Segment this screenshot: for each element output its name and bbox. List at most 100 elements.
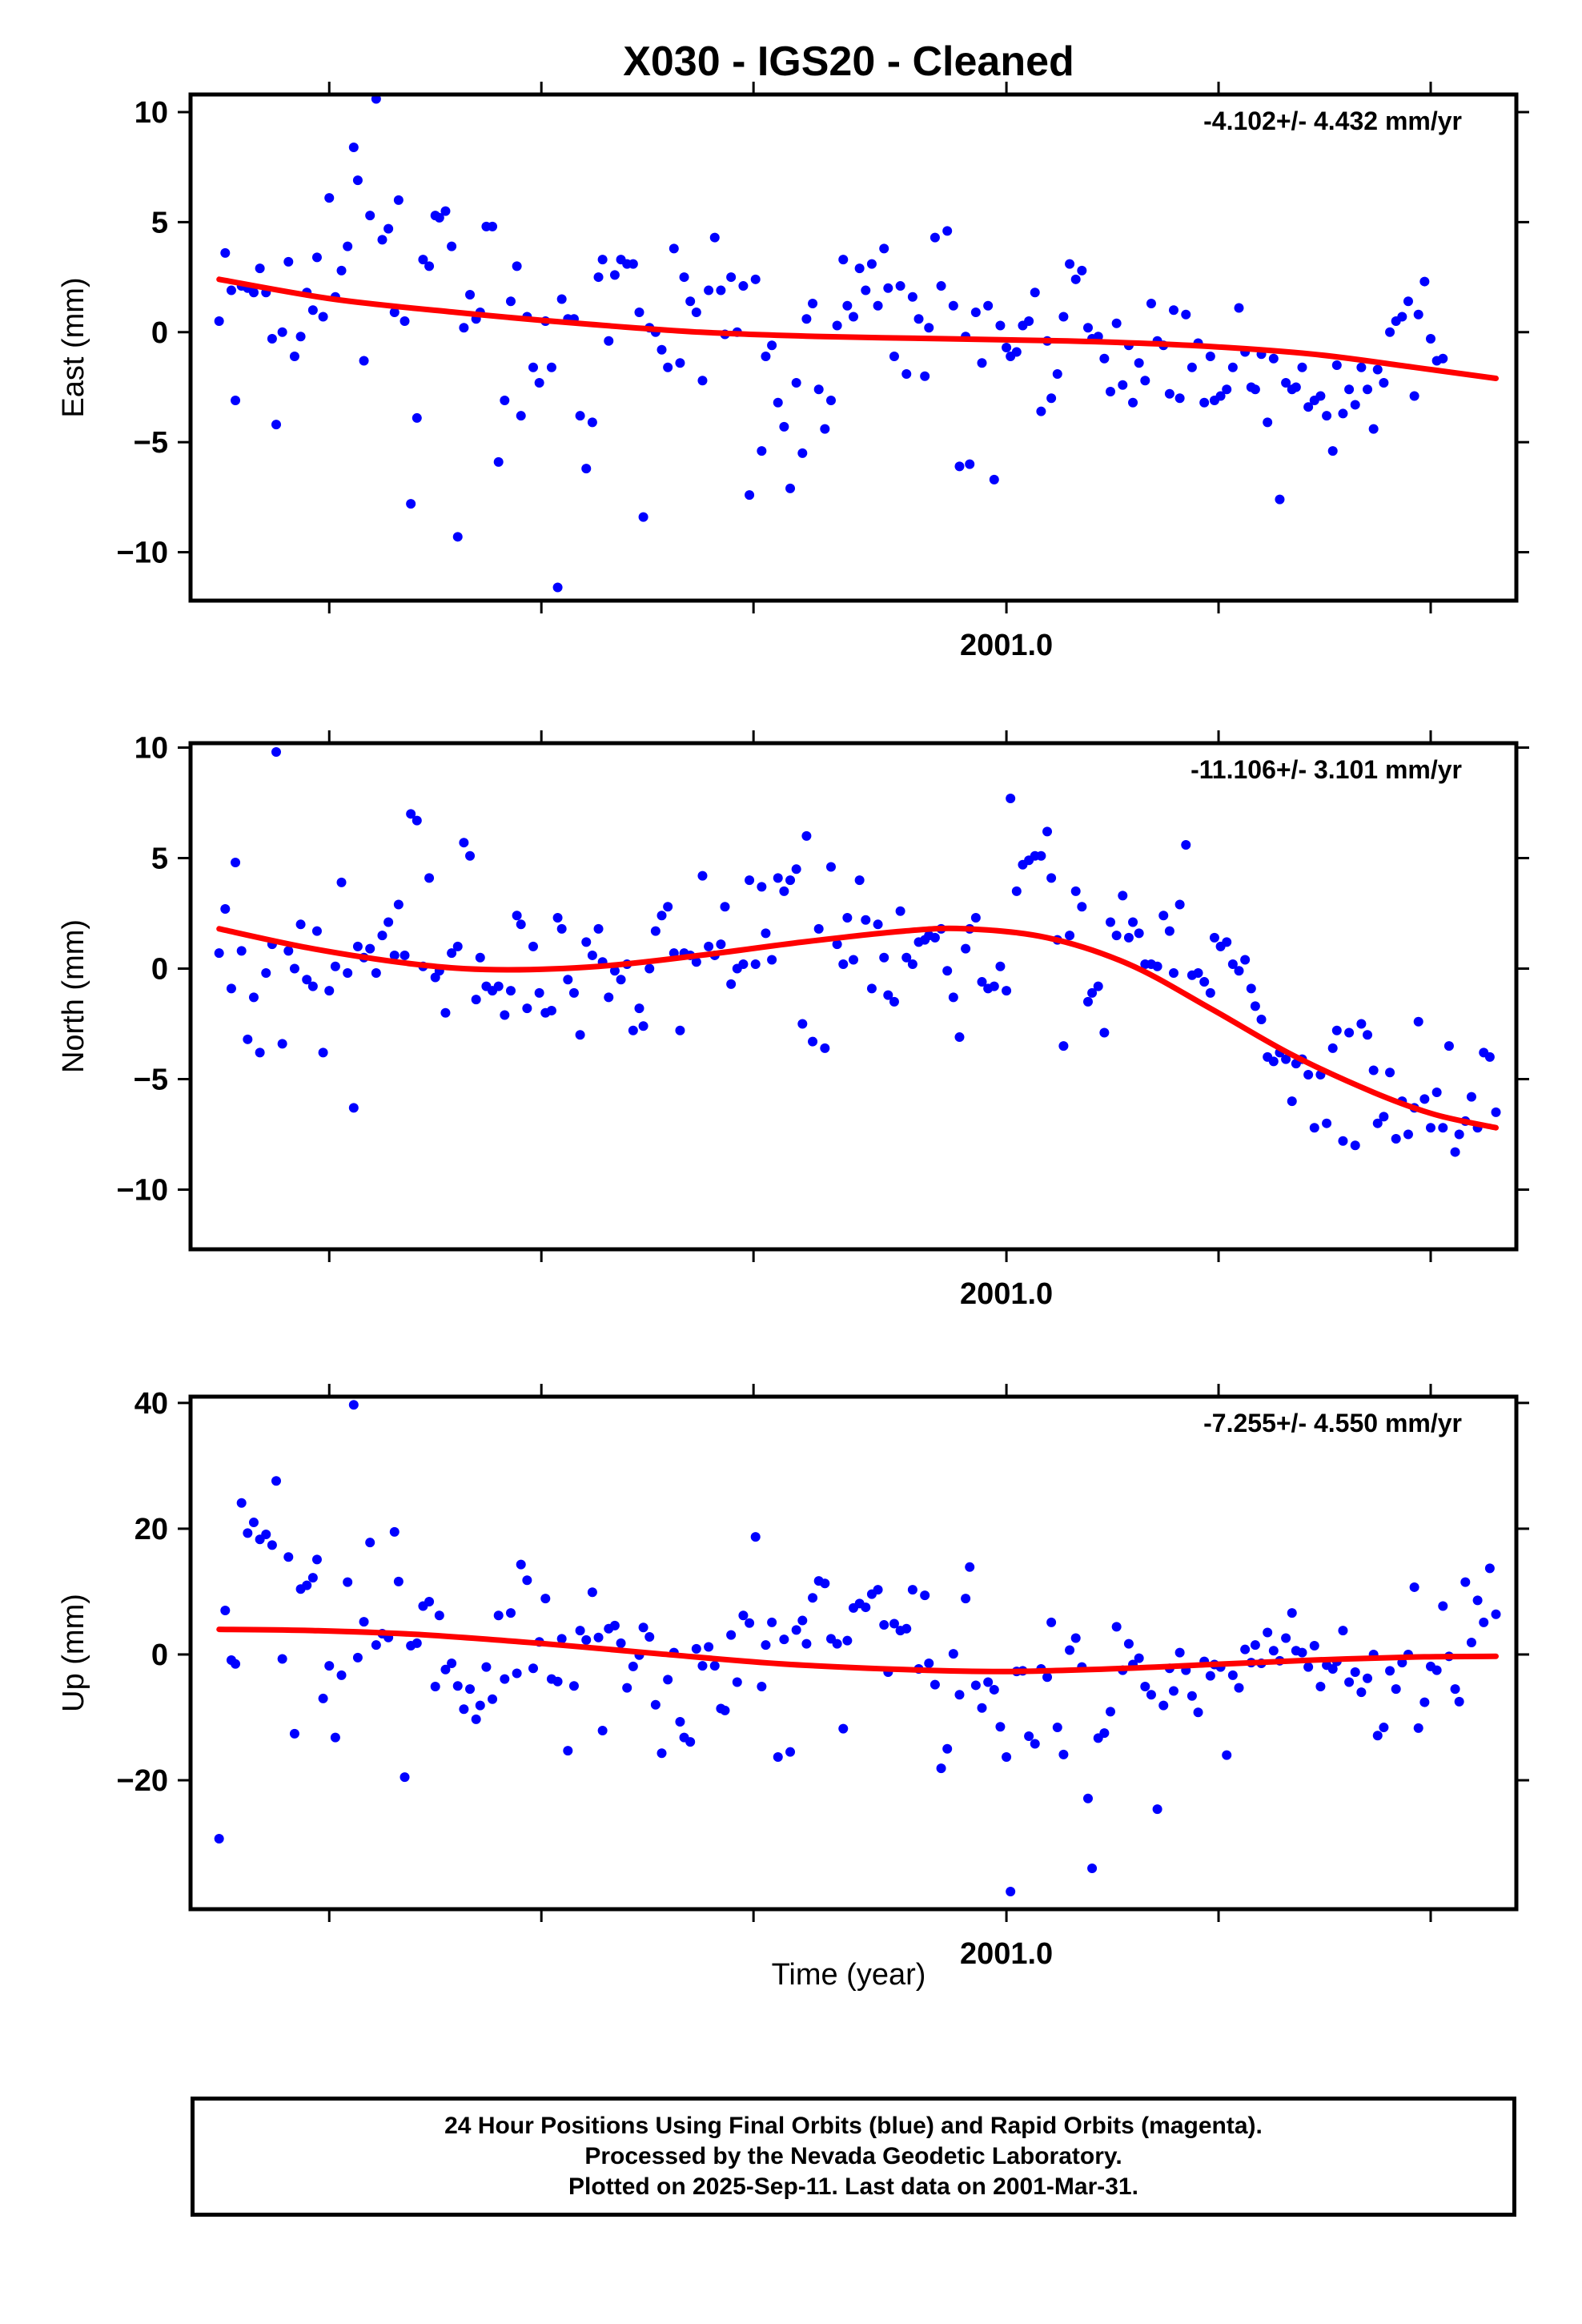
data-point-north-24 (352, 941, 363, 951)
data-point-north-97 (779, 886, 789, 896)
data-point-north-5 (243, 1034, 253, 1044)
data-point-north-146 (1065, 931, 1075, 941)
panels: 2001.0 10 5 0 −5 −10 East (mm) -4.102+/- 4.432 … (57, 0, 1529, 1971)
data-point-north-116 (889, 996, 899, 1007)
data-point-up-18 (318, 1693, 328, 1703)
data-point-east-120 (913, 314, 924, 324)
data-point-up-88 (726, 1630, 737, 1640)
data-point-up-96 (773, 1751, 783, 1762)
data-point-north-128 (961, 943, 971, 954)
fit-curve-north (216, 925, 1499, 1131)
data-point-north-19 (324, 986, 335, 996)
data-point-north-123 (930, 932, 940, 943)
data-point-east-43 (465, 290, 476, 300)
data-point-up-113 (873, 1585, 883, 1595)
data-point-north-170 (1205, 987, 1215, 998)
data-point-east-159 (1140, 376, 1150, 386)
data-point-north-195 (1350, 1140, 1360, 1151)
data-point-up-9 (267, 1540, 277, 1550)
data-point-up-215 (1466, 1638, 1476, 1648)
data-point-north-53 (522, 1003, 532, 1014)
data-point-north-74 (644, 963, 655, 974)
data-point-north-76 (656, 911, 667, 921)
data-point-east-33 (406, 499, 416, 509)
data-point-up-181 (1268, 1646, 1279, 1656)
data-point-east-193 (1338, 408, 1348, 419)
data-point-east-10 (271, 420, 282, 430)
data-point-up-133 (989, 1684, 999, 1695)
data-point-east-172 (1215, 391, 1226, 401)
data-point-north-113 (873, 919, 883, 930)
data-point-east-122 (924, 323, 934, 333)
data-point-north-86 (716, 939, 726, 950)
y-tick-label-up-1: 20 (135, 1513, 168, 1546)
panel-up: 2001.0 40 20 0 −20 Up (mm) -7.255+/- 4.550 mm/… (57, 1384, 1529, 1971)
data-point-up-203 (1397, 1658, 1407, 1668)
data-layer-north (214, 747, 1501, 1157)
data-point-up-63 (581, 1634, 592, 1645)
data-point-north-29 (383, 917, 394, 927)
data-point-east-148 (1077, 265, 1087, 275)
y-tick-label-east-3: −5 (134, 426, 168, 460)
data-point-up-20 (330, 1732, 340, 1743)
data-point-up-106 (832, 1638, 842, 1649)
data-point-up-210 (1438, 1601, 1448, 1611)
data-point-north-118 (901, 952, 912, 963)
data-point-up-206 (1413, 1723, 1423, 1733)
data-point-east-214 (1460, 0, 1470, 5)
data-point-east-164 (1168, 305, 1178, 316)
data-point-up-73 (638, 1622, 648, 1633)
data-point-up-81 (685, 1737, 696, 1747)
data-point-up-165 (1174, 1647, 1185, 1658)
data-point-east-129 (965, 459, 975, 469)
data-point-east-133 (989, 474, 999, 485)
data-point-up-147 (1070, 1633, 1081, 1643)
data-point-up-82 (691, 1643, 701, 1654)
data-point-east-198 (1368, 424, 1379, 434)
data-point-east-201 (1385, 327, 1395, 337)
data-point-up-68 (609, 1620, 620, 1630)
data-point-north-57 (546, 1005, 556, 1015)
data-point-up-218 (1484, 1563, 1495, 1574)
data-point-up-0 (214, 1834, 224, 1844)
data-point-up-99 (791, 1625, 801, 1635)
data-point-north-119 (907, 959, 917, 969)
y-tick-label-east-1: 5 (151, 206, 168, 239)
data-point-east-81 (685, 296, 696, 307)
data-point-east-11 (277, 327, 287, 337)
data-point-east-93 (757, 446, 767, 456)
data-point-north-3 (231, 858, 241, 868)
data-point-east-121 (920, 371, 930, 381)
y-axis-label-east: East (mm) (57, 277, 90, 417)
data-point-north-14 (295, 919, 306, 930)
data-point-east-31 (393, 195, 404, 205)
data-point-north-50 (505, 986, 516, 996)
data-point-north-106 (832, 939, 842, 950)
data-point-up-142 (1042, 1672, 1053, 1683)
data-point-up-119 (907, 1585, 917, 1595)
data-point-north-194 (1344, 1027, 1355, 1038)
data-point-east-154 (1111, 318, 1122, 328)
data-point-up-69 (616, 1638, 626, 1648)
data-point-up-92 (750, 1532, 761, 1542)
data-point-up-209 (1431, 1665, 1442, 1675)
data-point-east-102 (808, 299, 818, 309)
data-point-north-114 (879, 952, 889, 963)
data-point-north-154 (1111, 931, 1122, 941)
chart-title: X030 - IGS20 - Cleaned (623, 38, 1074, 85)
data-point-up-200 (1379, 1723, 1389, 1733)
data-point-north-200 (1379, 1112, 1389, 1122)
data-point-up-146 (1065, 1645, 1075, 1655)
data-point-north-82 (691, 957, 701, 967)
data-point-north-109 (849, 955, 858, 965)
data-point-up-186 (1297, 1647, 1307, 1658)
plot-frame-north (188, 741, 1519, 1252)
data-point-east-24 (352, 175, 363, 186)
y-tick-label-east-2: 0 (151, 316, 168, 350)
data-point-north-212 (1450, 1147, 1460, 1157)
data-point-east-94 (761, 351, 771, 361)
data-point-up-111 (861, 1602, 871, 1613)
data-point-north-51 (512, 911, 522, 921)
data-point-east-38 (434, 212, 444, 223)
data-point-east-101 (801, 314, 812, 324)
